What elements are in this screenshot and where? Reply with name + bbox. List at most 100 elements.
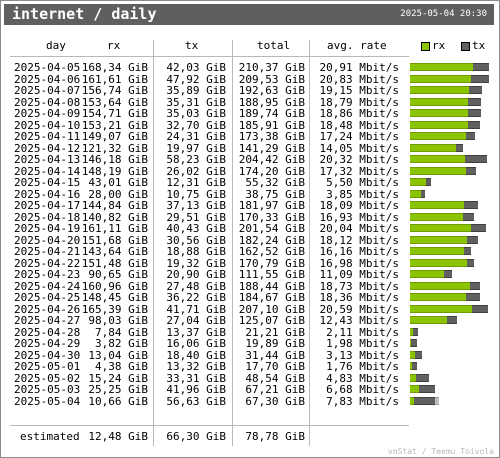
tx-bar bbox=[426, 178, 431, 186]
cell-rx: 153,64 GiB bbox=[81, 95, 148, 109]
cell-total: 188,44 GiB bbox=[238, 279, 305, 293]
tx-bar bbox=[464, 247, 471, 255]
cell-tx: 58,23 GiB bbox=[166, 153, 226, 166]
cell-rx: 143,64 GiB bbox=[81, 245, 148, 258]
cell-total: 207,10 GiB bbox=[238, 302, 305, 316]
cell-avg-rate: 3,13 Mbit/s bbox=[326, 348, 399, 362]
cell-rx: 149,07 GiB bbox=[81, 130, 148, 143]
tx-bar bbox=[413, 327, 418, 336]
cell-total: 192,63 GiB bbox=[238, 84, 305, 97]
cell-avg-rate: 14,05 Mbit/s bbox=[319, 141, 399, 155]
cell-rx: 13,04 GiB bbox=[88, 348, 148, 362]
cell-total: 170,33 GiB bbox=[238, 210, 305, 224]
cell-day: 2025-04-07 bbox=[14, 84, 81, 97]
cell-total: 19,89 GiB bbox=[245, 337, 305, 350]
column-header-avg-rate: avg. rate bbox=[327, 39, 387, 52]
column-header-day: day bbox=[46, 39, 66, 52]
rx-bar bbox=[410, 212, 463, 221]
cell-tx: 29,51 GiB bbox=[166, 210, 226, 224]
column-header-rx: rx bbox=[107, 39, 121, 52]
estimated-bar bbox=[435, 396, 439, 405]
cell-day: 2025-04-30 bbox=[14, 348, 81, 362]
cell-rx: 168,34 GiB bbox=[81, 61, 148, 74]
cell-day: 2025-04-10 bbox=[14, 118, 81, 132]
cell-avg-rate: 18,79 Mbit/s bbox=[319, 95, 399, 109]
rx-bar bbox=[410, 293, 466, 301]
cell-total: 55,32 GiB bbox=[245, 176, 305, 189]
cell-day: 2025-05-01 bbox=[14, 360, 81, 373]
cell-total: 209,53 GiB bbox=[238, 72, 305, 86]
tx-bar bbox=[414, 396, 435, 405]
cell-tx: 13,32 GiB bbox=[166, 360, 226, 373]
cell-avg-rate: 20,04 Mbit/s bbox=[319, 222, 399, 235]
cell-tx: 41,71 GiB bbox=[166, 302, 226, 316]
cell-total: 38,75 GiB bbox=[245, 187, 305, 201]
tx-bar bbox=[411, 339, 417, 347]
cell-rx: 151,68 GiB bbox=[81, 233, 148, 247]
cell-avg-rate: 1,98 Mbit/s bbox=[326, 337, 399, 350]
cell-rx: 146,18 GiB bbox=[81, 153, 148, 166]
rx-bar bbox=[410, 201, 464, 209]
cell-tx: 42,03 GiB bbox=[166, 61, 226, 74]
cell-total: 204,42 GiB bbox=[238, 153, 305, 166]
cell-rx: 160,96 GiB bbox=[81, 279, 148, 293]
column-header-total: total bbox=[257, 39, 291, 52]
estimated-total: 78,78 GiB bbox=[245, 430, 305, 443]
cell-avg-rate: 5,50 Mbit/s bbox=[326, 176, 399, 189]
column-divider-1 bbox=[153, 40, 154, 446]
cell-rx: 156,74 GiB bbox=[81, 84, 148, 97]
cell-rx: 161,11 GiB bbox=[81, 222, 148, 235]
cell-day: 2025-05-03 bbox=[14, 383, 81, 396]
cell-day: 2025-04-05 bbox=[14, 61, 81, 74]
footer-credit: vnStat / Teemu Toivola bbox=[388, 447, 494, 456]
rx-bar bbox=[410, 304, 472, 313]
rx-bar bbox=[410, 350, 415, 359]
cell-tx: 26,02 GiB bbox=[166, 164, 226, 178]
cell-day: 2025-04-13 bbox=[14, 153, 81, 166]
cell-day: 2025-04-29 bbox=[14, 337, 81, 350]
tx-bar bbox=[468, 109, 481, 117]
rx-bar bbox=[410, 224, 471, 232]
tx-bar bbox=[464, 201, 478, 209]
cell-rx: 10,66 GiB bbox=[88, 394, 148, 408]
cell-rx: 121,32 GiB bbox=[81, 141, 148, 155]
cell-day: 2025-04-17 bbox=[14, 199, 81, 212]
cell-tx: 20,90 GiB bbox=[166, 268, 226, 281]
cell-tx: 40,43 GiB bbox=[166, 222, 226, 235]
cell-tx: 32,70 GiB bbox=[166, 118, 226, 132]
cell-tx: 18,88 GiB bbox=[166, 245, 226, 258]
cell-tx: 37,13 GiB bbox=[166, 199, 226, 212]
cell-total: 31,44 GiB bbox=[245, 348, 305, 362]
rx-bar bbox=[410, 339, 411, 347]
cell-total: 210,37 GiB bbox=[238, 61, 305, 74]
rx-bar bbox=[410, 247, 464, 255]
tx-bar bbox=[447, 316, 457, 324]
cell-day: 2025-05-04 bbox=[14, 394, 81, 408]
tx-bar bbox=[412, 362, 417, 370]
cell-rx: 161,61 GiB bbox=[81, 72, 148, 86]
cell-avg-rate: 20,59 Mbit/s bbox=[319, 302, 399, 316]
cell-day: 2025-05-02 bbox=[14, 371, 81, 385]
cell-day: 2025-04-23 bbox=[14, 268, 81, 281]
cell-day: 2025-04-24 bbox=[14, 279, 81, 293]
rx-bar bbox=[410, 120, 468, 129]
cell-day: 2025-04-27 bbox=[14, 314, 81, 327]
rx-bar bbox=[410, 166, 466, 175]
column-divider-3 bbox=[309, 40, 310, 446]
footer-divider bbox=[10, 425, 409, 426]
cell-day: 2025-04-26 bbox=[14, 302, 81, 316]
cell-total: 17,70 GiB bbox=[245, 360, 305, 373]
rx-bar bbox=[410, 63, 473, 71]
cell-avg-rate: 18,36 Mbit/s bbox=[319, 291, 399, 304]
cell-total: 67,21 GiB bbox=[245, 383, 305, 396]
cell-avg-rate: 18,73 Mbit/s bbox=[319, 279, 399, 293]
tx-bar bbox=[415, 350, 422, 359]
cell-rx: 90,65 GiB bbox=[88, 268, 148, 281]
rx-bar bbox=[410, 373, 416, 382]
rx-bar bbox=[410, 109, 468, 117]
legend-tx-swatch bbox=[461, 42, 470, 51]
cell-tx: 19,32 GiB bbox=[166, 256, 226, 270]
cell-total: 201,54 GiB bbox=[238, 222, 305, 235]
estimated-tx: 66,30 GiB bbox=[166, 430, 226, 443]
cell-avg-rate: 6,68 Mbit/s bbox=[326, 383, 399, 396]
